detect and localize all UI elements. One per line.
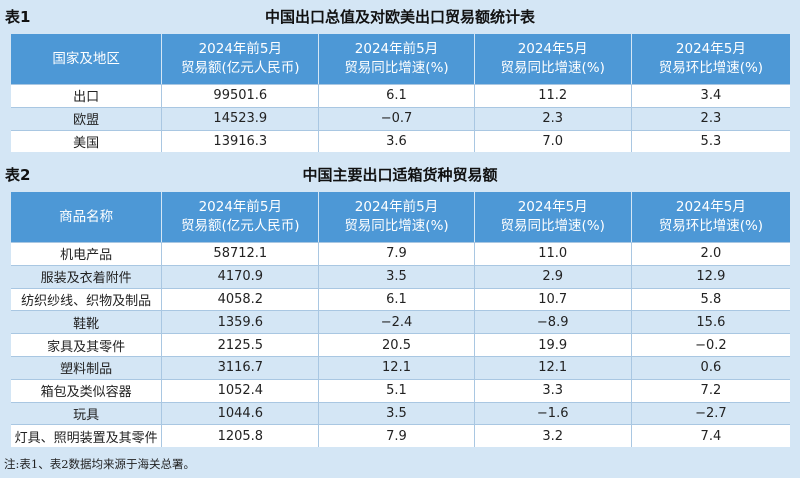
table-row: 纺织纱线、织物及制品 4058.2 6.1 10.7 5.8 xyxy=(11,287,790,311)
table-row: 美国 13916.3 3.6 7.0 5.3 xyxy=(11,129,790,153)
value-cell: 7.2 xyxy=(700,383,722,399)
value-cell: 13916.3 xyxy=(162,130,320,153)
value-cell: 2125.5 xyxy=(162,334,320,356)
table-row: 灯具、照明装置及其零件 1205.8 7.9 3.2 7.4 xyxy=(11,424,790,448)
value-cell: 7.4 xyxy=(700,428,722,444)
value-cell: 1044.6 xyxy=(162,402,320,425)
value-cell: 7.9 xyxy=(319,243,475,265)
value-cell: 7.0 xyxy=(475,130,632,153)
table-row: 塑料制品 3116.7 12.1 12.1 0.6 xyxy=(11,355,790,379)
row-label-cell: 塑料制品 xyxy=(11,356,163,379)
value-cell: −0.7 xyxy=(319,107,475,130)
table-row: 欧盟 14523.9 −0.7 2.3 2.3 xyxy=(11,106,790,130)
value-cell: 12.1 xyxy=(319,356,475,379)
table-row: 服装及衣着附件 4170.9 3.5 2.9 12.9 xyxy=(11,264,790,288)
table-row: 出口 99501.6 6.1 11.2 3.4 xyxy=(11,84,790,107)
value-cell: 11.2 xyxy=(475,85,632,107)
table2-header-cell: 2024年前5月 贸易同比增速(%) xyxy=(319,192,475,242)
value-cell: 4170.9 xyxy=(162,265,320,288)
row-label-cell: 机电产品 xyxy=(11,243,163,265)
value-cell: 3.2 xyxy=(475,425,632,448)
value-cell: 5.3 xyxy=(700,133,722,149)
value-cell: 99501.6 xyxy=(162,85,320,107)
value-cell: 14523.9 xyxy=(162,107,320,130)
value-cell: 10.7 xyxy=(475,288,632,311)
value-cell: 5.1 xyxy=(319,379,475,402)
table-row: 鞋靴 1359.6 −2.4 −8.9 15.6 xyxy=(11,310,790,334)
value-cell: 3.6 xyxy=(319,130,475,153)
row-label-cell: 家具及其零件 xyxy=(11,334,163,356)
row-label-cell: 出口 xyxy=(11,85,163,107)
table1-title-row: 表1 中国出口总值及对欧美出口贸易额统计表 xyxy=(0,0,800,32)
table1-section: 表1 中国出口总值及对欧美出口贸易额统计表 国家及地区 2024年前5月 贸易额… xyxy=(0,0,800,153)
table2-header-cell: 商品名称 xyxy=(11,192,163,242)
table2: 商品名称 2024年前5月 贸易额(亿元人民币) 2024年前5月 贸易同比增速… xyxy=(11,192,790,448)
value-cell: 20.5 xyxy=(319,334,475,356)
table2-header-cell: 2024年5月 贸易环比增速(%) xyxy=(658,199,764,234)
table-row: 机电产品 58712.1 7.9 11.0 2.0 xyxy=(11,242,790,265)
table2-title: 中国主要出口适箱货种贸易额 xyxy=(302,166,498,184)
row-label-cell: 灯具、照明装置及其零件 xyxy=(11,425,163,448)
value-cell: 7.9 xyxy=(319,425,475,448)
value-cell: −2.7 xyxy=(695,405,727,421)
value-cell: 1052.4 xyxy=(162,379,320,402)
value-cell: 1359.6 xyxy=(162,311,320,334)
value-cell: 12.1 xyxy=(475,356,632,379)
table1-id: 表1 xyxy=(5,8,31,26)
table1-header-cell: 2024年前5月 贸易额(亿元人民币) xyxy=(162,34,320,84)
value-cell: 4058.2 xyxy=(162,288,320,311)
table1-header-cell: 国家及地区 xyxy=(11,34,163,84)
table1-title: 中国出口总值及对欧美出口贸易额统计表 xyxy=(264,8,535,26)
table-row: 家具及其零件 2125.5 20.5 19.9 −0.2 xyxy=(11,333,790,356)
row-label-cell: 服装及衣着附件 xyxy=(11,265,163,288)
value-cell: 19.9 xyxy=(475,334,632,356)
table2-body: 机电产品 58712.1 7.9 11.0 2.0 服装及衣着附件 4170.9 3.5 2.9… xyxy=(11,242,790,448)
value-cell: −2.4 xyxy=(319,311,475,334)
table1-header-cell: 2024年5月 贸易同比增速(%) xyxy=(475,34,632,84)
table1-header-cell: 2024年前5月 贸易同比增速(%) xyxy=(319,34,475,84)
row-label-cell: 箱包及类似容器 xyxy=(11,379,163,402)
row-label-cell: 玩具 xyxy=(11,402,163,425)
value-cell: 15.6 xyxy=(696,314,726,330)
value-cell: −8.9 xyxy=(475,311,632,334)
value-cell: −1.6 xyxy=(475,402,632,425)
table1-header: 国家及地区 2024年前5月 贸易额(亿元人民币) 2024年前5月 贸易同比增… xyxy=(11,34,790,84)
table2-section: 表2 中国主要出口适箱货种贸易额 商品名称 2024年前5月 贸易额(亿元人民币… xyxy=(0,158,800,448)
value-cell: 2.9 xyxy=(475,265,632,288)
value-cell: 3.5 xyxy=(319,265,475,288)
table-row: 箱包及类似容器 1052.4 5.1 3.3 7.2 xyxy=(11,378,790,402)
table2-title-row: 表2 中国主要出口适箱货种贸易额 xyxy=(0,158,800,190)
value-cell: 6.1 xyxy=(319,288,475,311)
row-label-cell: 欧盟 xyxy=(11,107,163,130)
value-cell: 3.4 xyxy=(700,88,722,104)
row-label-cell: 鞋靴 xyxy=(11,311,163,334)
table2-header-cell: 2024年前5月 贸易额(亿元人民币) xyxy=(162,192,320,242)
value-cell: 58712.1 xyxy=(162,243,320,265)
table2-header-cell: 2024年5月 贸易同比增速(%) xyxy=(475,192,632,242)
value-cell: 3.3 xyxy=(475,379,632,402)
row-label-cell: 纺织纱线、织物及制品 xyxy=(11,288,163,311)
value-cell: −0.2 xyxy=(695,337,727,353)
value-cell: 2.3 xyxy=(475,107,632,130)
value-cell: 1205.8 xyxy=(162,425,320,448)
value-cell: 11.0 xyxy=(475,243,632,265)
value-cell: 3116.7 xyxy=(162,356,320,379)
table-row: 玩具 1044.6 3.5 −1.6 −2.7 xyxy=(11,401,790,425)
row-label-cell: 美国 xyxy=(11,130,163,153)
value-cell: 3.5 xyxy=(319,402,475,425)
table2-header: 商品名称 2024年前5月 贸易额(亿元人民币) 2024年前5月 贸易同比增速… xyxy=(11,192,790,242)
value-cell: 6.1 xyxy=(319,85,475,107)
table1-header-cell: 2024年5月 贸易环比增速(%) xyxy=(658,41,764,76)
source-note: 注:表1、表2数据均来源于海关总署。 xyxy=(4,457,196,471)
value-cell: 2.0 xyxy=(700,246,722,262)
table1-body: 出口 99501.6 6.1 11.2 3.4 欧盟 14523.9 −0.7 2.3 2.3 美国… xyxy=(11,84,790,153)
value-cell: 2.3 xyxy=(700,111,722,127)
value-cell: 0.6 xyxy=(700,360,722,376)
value-cell: 12.9 xyxy=(696,269,726,285)
value-cell: 5.8 xyxy=(700,291,722,307)
table1: 国家及地区 2024年前5月 贸易额(亿元人民币) 2024年前5月 贸易同比增… xyxy=(11,34,790,153)
table2-id: 表2 xyxy=(5,166,31,184)
